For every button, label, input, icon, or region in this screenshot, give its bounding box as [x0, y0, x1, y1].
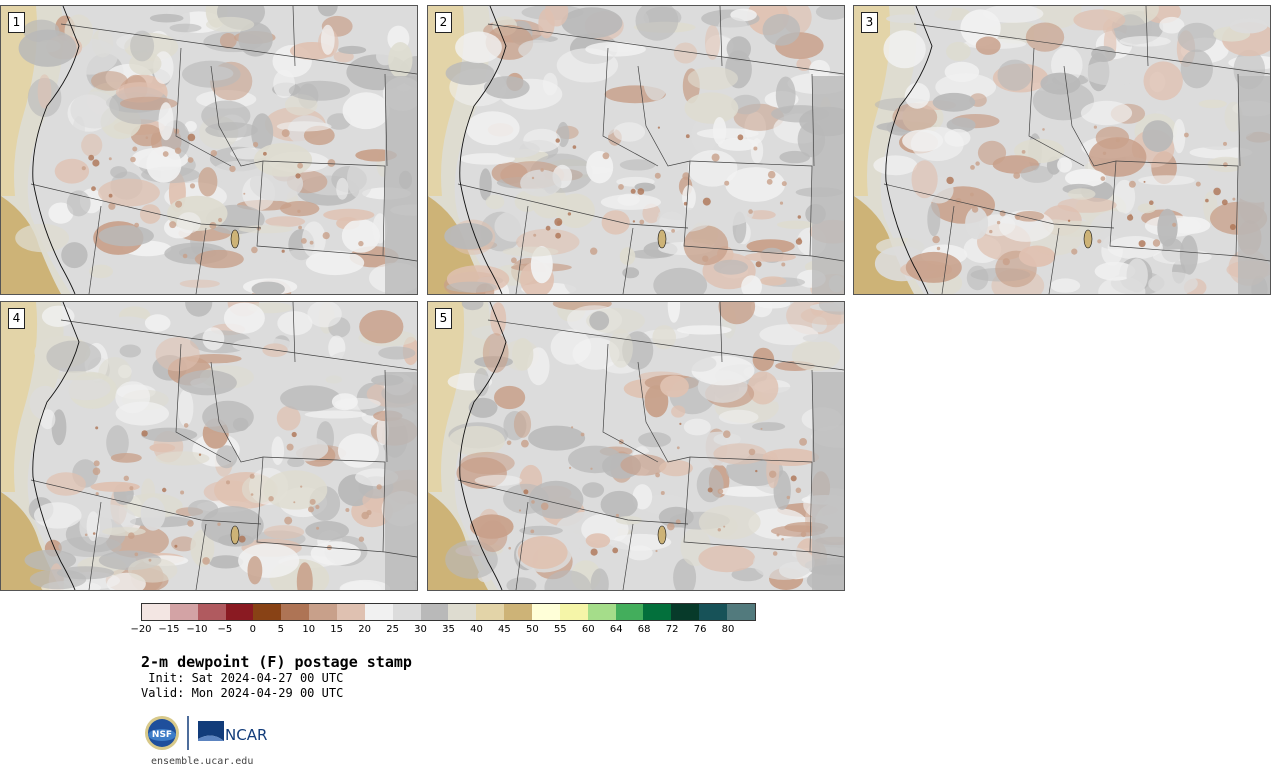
colorbar-tick: 80 [721, 624, 735, 635]
colorbar-tick: 72 [665, 624, 679, 635]
colorbar-swatch [671, 604, 700, 620]
colorbar-swatch [364, 604, 393, 620]
colorbar-swatch [559, 604, 588, 620]
colorbar-swatch [532, 604, 560, 620]
colorbar-tick: 35 [442, 624, 455, 635]
colorbar-swatch [309, 604, 338, 620]
ncar-logo-icon: NCAR [198, 721, 267, 744]
ensemble-member-panel-3: 3 [853, 5, 1271, 295]
colorbar-swatch [392, 604, 421, 620]
colorbar-swatch [337, 604, 365, 620]
member-number-label: 5 [435, 308, 452, 329]
colorbar-tick: −20 [130, 624, 152, 635]
member-number-label: 4 [8, 308, 25, 329]
colorbar-tick: −15 [158, 624, 180, 635]
colorbar-swatch [587, 604, 616, 620]
product-title: 2-m dewpoint (F) postage stamp [141, 653, 412, 671]
colorbar-tick: 25 [386, 624, 399, 635]
colorbar-tick: 15 [330, 624, 344, 635]
dewpoint-map-2 [428, 6, 844, 294]
sponsor-logos: NSF NCAR [144, 713, 274, 753]
member-number-label: 2 [435, 12, 452, 33]
nsf-logo-icon: NSF [145, 716, 179, 750]
member-number-label: 1 [8, 12, 25, 33]
colorbar-tick: 60 [581, 624, 595, 635]
colorbar-swatch [169, 604, 198, 620]
colorbar-swatch [643, 604, 672, 620]
colorbar-tick: 30 [414, 624, 427, 635]
dewpoint-colorbar [141, 603, 756, 621]
colorbar-swatch [476, 604, 505, 620]
colorbar-tick: 5 [277, 624, 284, 635]
dewpoint-map-5 [428, 302, 844, 590]
colorbar-swatch [727, 604, 755, 620]
ensemble-member-panel-2: 2 [427, 5, 845, 295]
colorbar-swatch [448, 604, 477, 620]
colorbar-tick: 45 [498, 624, 511, 635]
colorbar-tick: 50 [525, 624, 539, 635]
ensemble-member-panel-4: 4 [0, 301, 418, 591]
colorbar-tick: 55 [553, 624, 567, 635]
ensemble-member-panel-1: 1 [0, 5, 418, 295]
colorbar-swatch [615, 604, 644, 620]
colorbar-tick: −10 [186, 624, 208, 635]
colorbar-swatch [142, 604, 170, 620]
colorbar-tick: 20 [358, 624, 371, 635]
colorbar-swatch [197, 604, 226, 620]
member-number-label: 3 [861, 12, 878, 33]
colorbar-swatch [281, 604, 310, 620]
svg-text:NSF: NSF [152, 730, 172, 740]
dewpoint-map-1 [1, 6, 417, 294]
colorbar-swatch [504, 604, 533, 620]
nsf-ncar-logo: NSF NCAR [145, 716, 267, 750]
colorbar-swatch [420, 604, 449, 620]
colorbar-tick: 76 [693, 624, 707, 635]
colorbar-swatch [699, 604, 728, 620]
website-url: ensemble.ucar.edu [151, 756, 254, 767]
ensemble-member-panel-5: 5 [427, 301, 845, 591]
colorbar-swatch [225, 604, 254, 620]
colorbar-tick-labels: −20 −15 −10 −5 0 5 10 15 20 25 30 35 40 45 50 55 60 64 68 7… [130, 624, 756, 640]
svg-text:NCAR: NCAR [225, 726, 267, 744]
colorbar-tick: 10 [302, 624, 316, 635]
colorbar-tick: 68 [637, 624, 651, 635]
colorbar-tick: 40 [470, 624, 483, 635]
colorbar-tick: 0 [249, 624, 256, 635]
init-time: Init: Sat 2024-04-27 00 UTC [141, 671, 344, 685]
colorbar-swatch [253, 604, 282, 620]
colorbar-tick: 64 [609, 624, 623, 635]
dewpoint-map-4 [1, 302, 417, 590]
valid-time: Valid: Mon 2024-04-29 00 UTC [141, 686, 344, 700]
colorbar-tick: −5 [217, 624, 233, 635]
dewpoint-map-3 [854, 6, 1270, 294]
